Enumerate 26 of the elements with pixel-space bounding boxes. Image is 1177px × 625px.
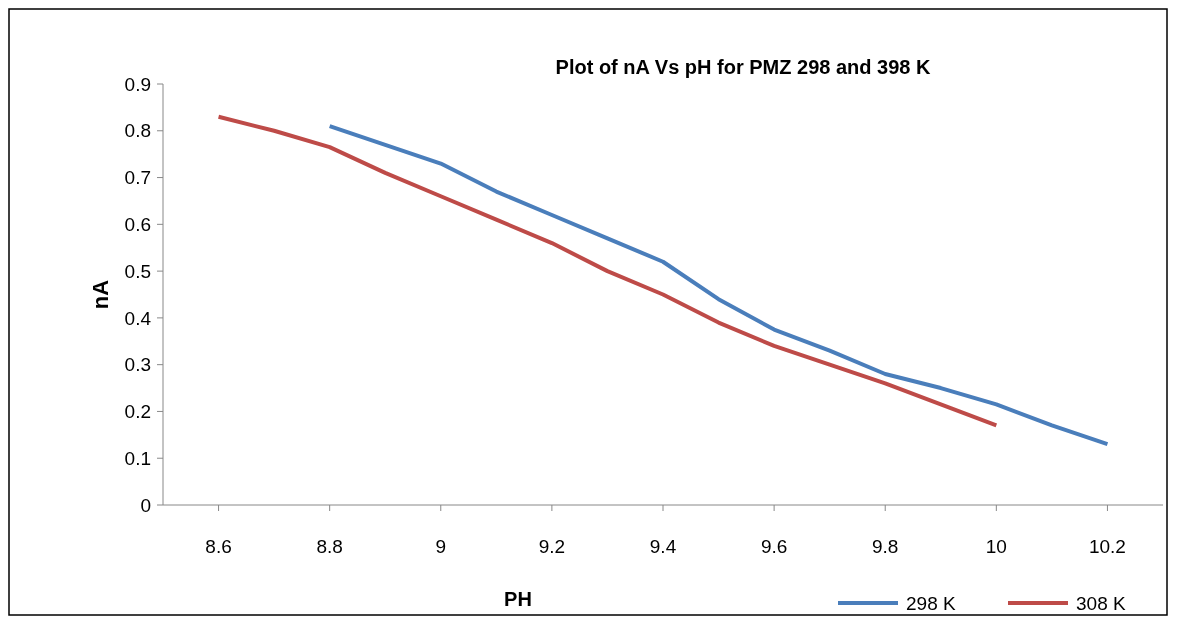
legend-label: 308 K (1076, 592, 1126, 614)
y-tick-label: 0.6 (124, 213, 151, 235)
chart-title: Plot of nA Vs pH for PMZ 298 and 398 K (555, 56, 931, 78)
y-tick-label: 0.9 (124, 73, 151, 95)
x-tick-label: 9.4 (649, 536, 677, 557)
x-tick-label: 9.6 (760, 536, 788, 557)
x-tick-label: 10.2 (1088, 536, 1126, 557)
x-tick-label: 9.8 (872, 536, 899, 557)
x-tick-label: 8.8 (316, 536, 343, 557)
x-tick-label: 9.2 (538, 536, 566, 557)
line-series (327, 124, 1110, 447)
line-series (216, 114, 999, 428)
y-axis-title: nA (88, 279, 113, 310)
y-tick-label: 0.4 (124, 307, 152, 329)
y-tick-label: 0 (140, 494, 151, 516)
x-tick-label: 8.6 (205, 536, 232, 557)
x-tick-label: 10 (985, 536, 1007, 557)
x-axis-title: PH (504, 588, 532, 610)
legend-label: 298 K (906, 592, 956, 614)
y-tick-label: 0.8 (124, 120, 151, 142)
y-tick-label: 0.7 (124, 167, 151, 189)
y-tick-label: 0.2 (124, 401, 151, 423)
y-tick-label: 0.1 (124, 447, 151, 469)
y-tick-label: 0.3 (124, 354, 151, 376)
y-tick-label: 0.5 (124, 260, 151, 282)
x-tick-label: 9 (435, 536, 447, 557)
